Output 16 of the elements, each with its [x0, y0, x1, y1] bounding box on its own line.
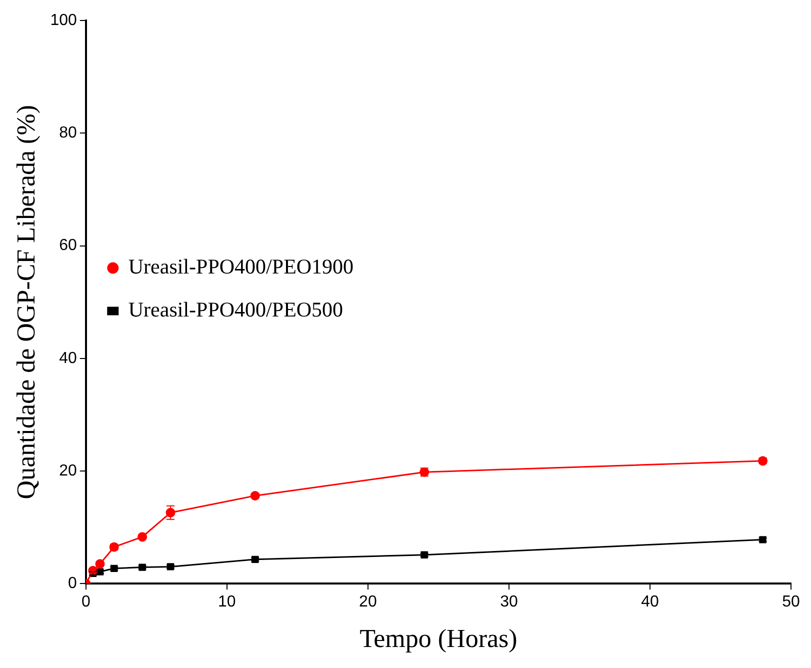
- y-tick-label: 0: [68, 575, 77, 592]
- x-tick-label: 50: [782, 594, 800, 611]
- y-tick-label: 60: [59, 237, 77, 254]
- legend-label: Ureasil-PPO400/PEO1900: [128, 254, 354, 279]
- legend-label: Ureasil-PPO400/PEO500: [128, 298, 344, 322]
- x-tick-label: 10: [218, 594, 236, 611]
- x-tick-label: 30: [500, 594, 518, 611]
- y-tick-label: 40: [59, 350, 77, 367]
- x-tick-label: 20: [359, 594, 377, 611]
- x-axis-title: Tempo (Horas): [360, 624, 518, 654]
- y-tick-label: 20: [59, 462, 77, 480]
- y-tick-label: 80: [59, 124, 77, 142]
- y-tick-label: 100: [50, 12, 77, 30]
- x-tick-label: 0: [81, 594, 90, 611]
- y-axis-title: Quantidade de OGP-CF Liberada (%): [11, 104, 40, 500]
- x-tick-label: 40: [641, 594, 659, 611]
